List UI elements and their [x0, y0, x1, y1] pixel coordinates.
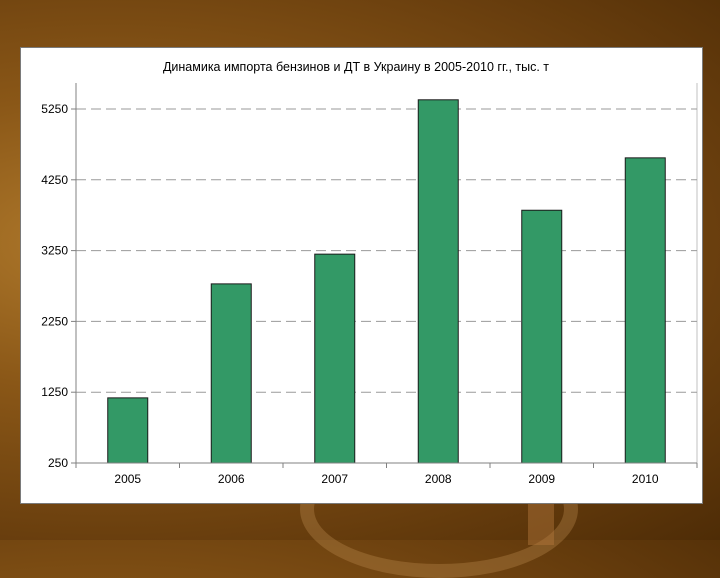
y-tick-label: 3250	[41, 244, 68, 258]
bar-2005	[107, 397, 149, 464]
y-tick-label: 5250	[41, 102, 68, 116]
x-tick-label: 2008	[425, 472, 452, 486]
bar-2006	[210, 283, 252, 464]
chart-title: Динамика импорта бензинов и ДТ в Украину…	[163, 60, 549, 74]
y-tick-label: 1250	[41, 385, 68, 399]
bar-2009	[521, 209, 563, 464]
bar-2007	[314, 253, 356, 464]
bar-2008	[417, 99, 459, 464]
x-tick-label: 2005	[114, 472, 141, 486]
y-tick-label: 2250	[41, 314, 68, 328]
y-tick-label: 250	[48, 456, 68, 470]
x-tick-label: 2007	[321, 472, 348, 486]
x-tick-label: 2009	[528, 472, 555, 486]
x-tick-label: 2010	[632, 472, 659, 486]
y-tick-label: 4250	[41, 173, 68, 187]
bar-2010	[624, 157, 666, 464]
chart-card: Динамика импорта бензинов и ДТ в Украину…	[20, 47, 703, 504]
bar-chart: Динамика импорта бензинов и ДТ в Украину…	[41, 60, 698, 486]
x-tick-label: 2006	[218, 472, 245, 486]
